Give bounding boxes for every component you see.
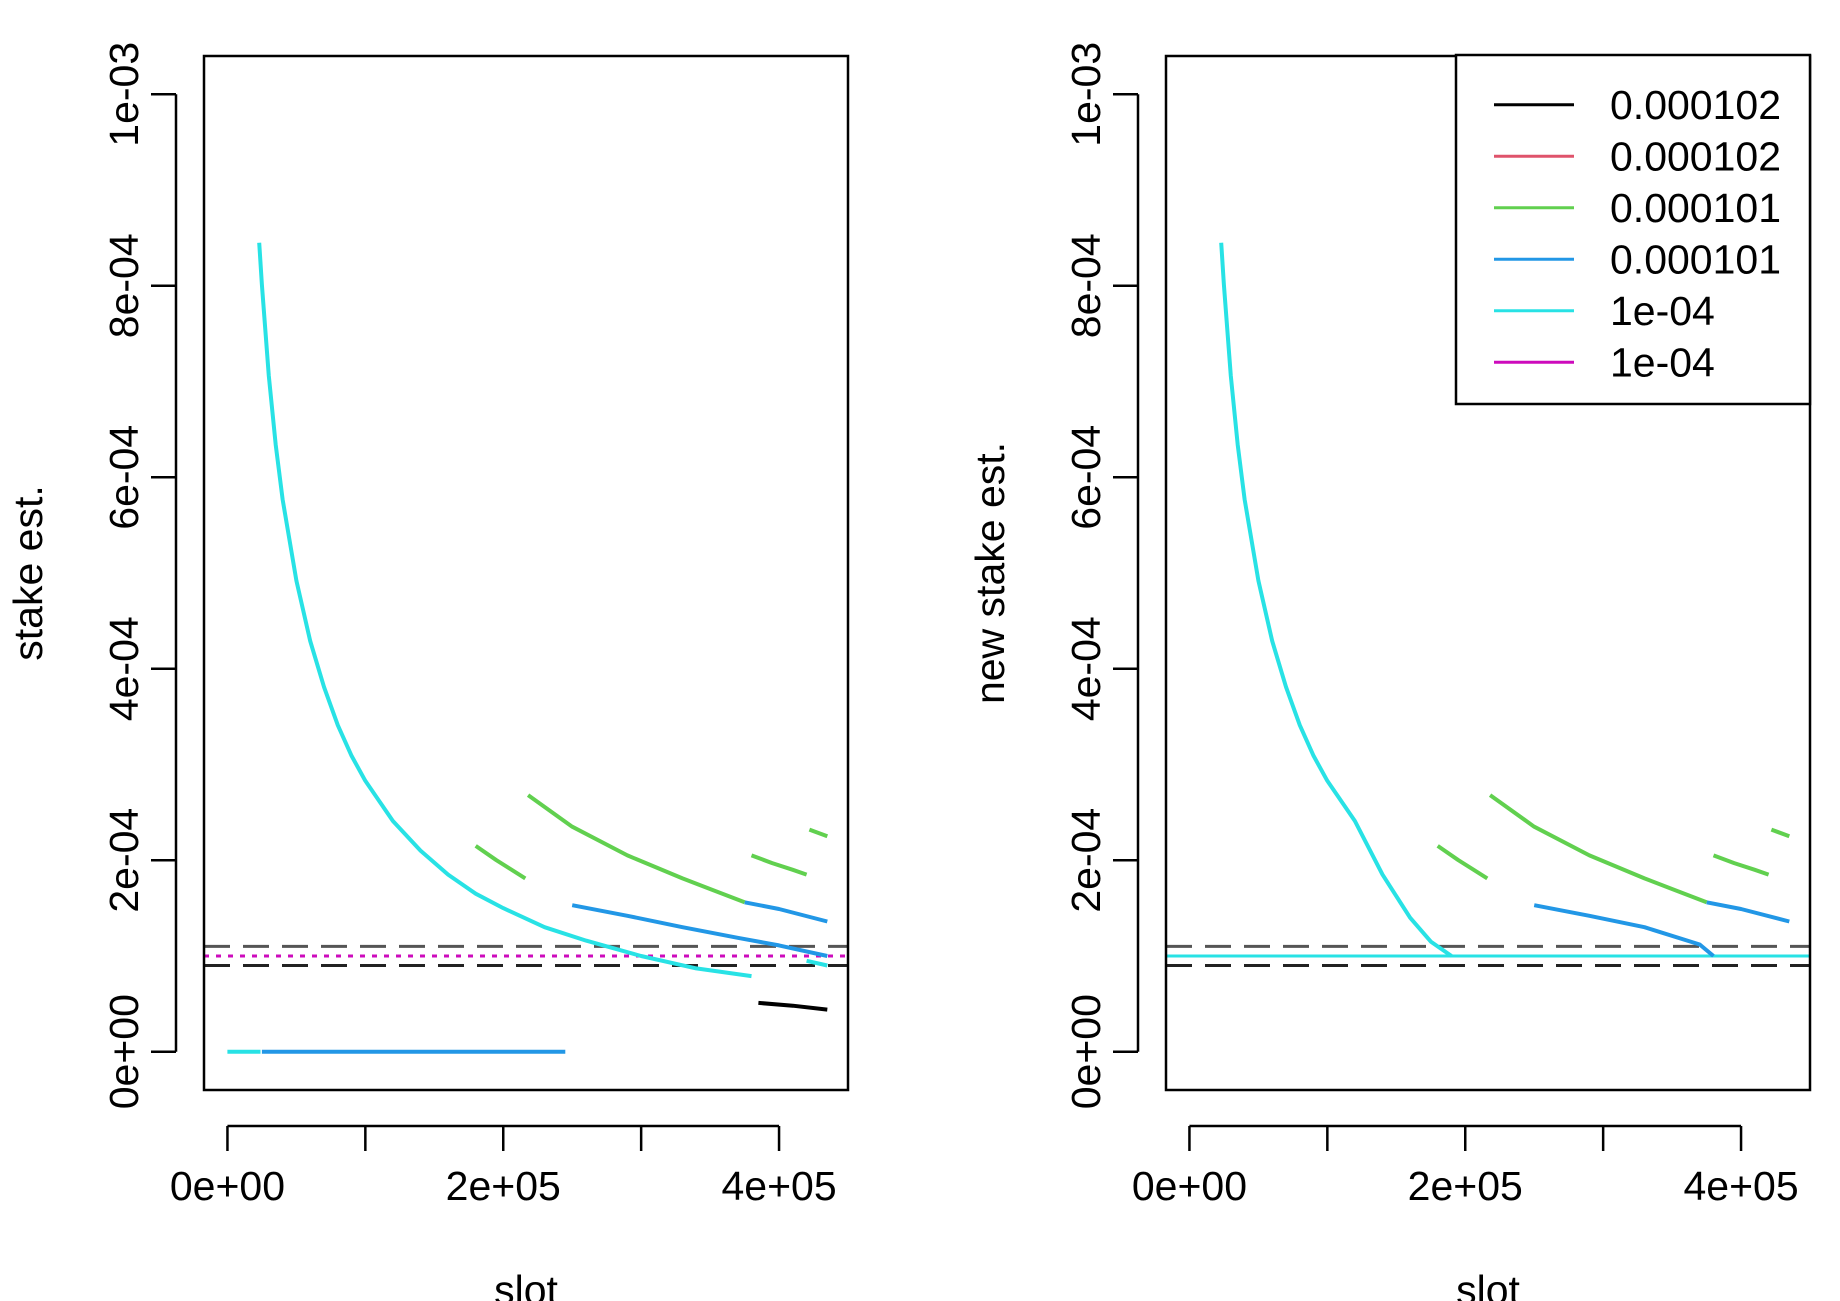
series-2-segment-4 bbox=[808, 827, 829, 839]
x-tick-label: 4e+05 bbox=[1683, 1163, 1798, 1209]
legend-box bbox=[1454, 53, 1812, 406]
legend-label: 0.000101 bbox=[1610, 185, 1781, 231]
series-1-segment-2 bbox=[1706, 900, 1790, 924]
x-axis-title: slot bbox=[494, 1267, 558, 1301]
series-1-segment-3 bbox=[744, 900, 828, 924]
series-1-segment-1 bbox=[1533, 903, 1715, 958]
x-tick-label: 0e+00 bbox=[1132, 1163, 1247, 1209]
legend-label: 0.000102 bbox=[1610, 133, 1781, 179]
y-tick-label: 8e-04 bbox=[101, 233, 147, 338]
plot-area bbox=[204, 242, 848, 1054]
series-1-segment-2 bbox=[571, 903, 828, 958]
plot-area bbox=[1166, 242, 1810, 968]
series-2-segment-2 bbox=[526, 793, 746, 905]
legend-label: 1e-04 bbox=[1610, 339, 1715, 385]
series-2-segment-3 bbox=[750, 853, 808, 877]
series-3-segment-3 bbox=[806, 958, 828, 968]
series-3-segment-1 bbox=[1219, 242, 1453, 958]
plot-frame bbox=[202, 54, 850, 1092]
y-axis-title: stake est. bbox=[5, 485, 51, 660]
legend-label: 0.000102 bbox=[1610, 82, 1781, 128]
series-2-segment-1 bbox=[1436, 844, 1489, 881]
x-axis-title: slot bbox=[1456, 1267, 1520, 1301]
y-tick-label: 1e-03 bbox=[1063, 42, 1109, 147]
series-2-segment-1 bbox=[474, 844, 527, 881]
series-2-segment-2 bbox=[1488, 793, 1708, 905]
y-axis-title: new stake est. bbox=[967, 442, 1013, 704]
y-tick-label: 6e-04 bbox=[1063, 425, 1109, 530]
x-tick-label: 0e+00 bbox=[170, 1163, 285, 1209]
x-tick-label: 4e+05 bbox=[721, 1163, 836, 1209]
series-2-segment-3 bbox=[1712, 853, 1770, 877]
y-tick-label: 2e-04 bbox=[1063, 808, 1109, 913]
y-tick-label: 0e+00 bbox=[101, 994, 147, 1109]
y-tick-label: 8e-04 bbox=[1063, 233, 1109, 338]
legend: 0.000102 0.000102 0.000101 0.000101 1e-04 1e-… bbox=[1454, 53, 1812, 406]
series-3-segment-2 bbox=[257, 242, 752, 979]
series-2-segment-4 bbox=[1770, 827, 1791, 839]
y-tick-label: 4e-04 bbox=[101, 616, 147, 721]
y-tick-label: 1e-03 bbox=[101, 42, 147, 147]
chart-panel-1: 0e+00 2e+05 4e+05 0e+00 2e-04 4e-04 6e-04 8e-04… bbox=[5, 42, 850, 1301]
series-4-segment-1 bbox=[758, 1000, 828, 1012]
y-tick-label: 0e+00 bbox=[1063, 994, 1109, 1109]
chart-panel-2: 0e+00 2e+05 4e+05 0e+00 2e-04 4e-04 6e-04 8e-04… bbox=[967, 42, 1812, 1301]
x-tick-label: 2e+05 bbox=[446, 1163, 561, 1209]
y-tick-label: 6e-04 bbox=[101, 425, 147, 530]
x-tick-label: 2e+05 bbox=[1408, 1163, 1523, 1209]
y-tick-label: 4e-04 bbox=[1063, 616, 1109, 721]
legend-label: 1e-04 bbox=[1610, 288, 1715, 334]
y-tick-label: 2e-04 bbox=[101, 808, 147, 913]
legend-label: 0.000101 bbox=[1610, 236, 1781, 282]
